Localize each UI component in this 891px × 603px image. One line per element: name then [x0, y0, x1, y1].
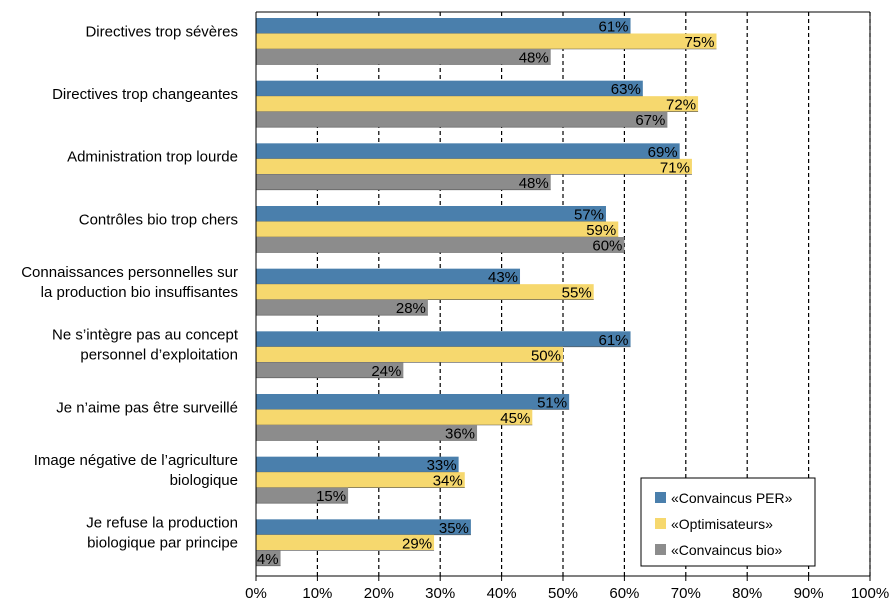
data-label: 61%: [599, 19, 629, 36]
data-label: 71%: [660, 159, 690, 176]
bar: [256, 158, 692, 175]
x-tick-label: 50%: [548, 585, 578, 602]
x-tick-label: 0%: [245, 585, 267, 602]
bar: [256, 33, 717, 49]
bar: [256, 550, 281, 566]
legend-label: «Optimisateurs»: [671, 516, 773, 532]
bar: [256, 409, 533, 425]
data-label: 48%: [519, 175, 549, 192]
data-label: 67%: [635, 112, 665, 129]
data-label: 60%: [592, 238, 622, 255]
x-tick-label: 90%: [794, 585, 824, 602]
x-tick-label: 70%: [671, 585, 701, 602]
data-label: 50%: [531, 347, 561, 364]
bar: [256, 472, 465, 488]
bar: [256, 456, 459, 473]
data-label: 57%: [574, 207, 604, 224]
data-label: 33%: [427, 457, 457, 474]
data-label: 69%: [648, 144, 678, 161]
category-label: Administration trop lourde: [67, 149, 238, 166]
bar: [256, 362, 404, 378]
data-label: 45%: [500, 410, 530, 427]
bar: [256, 331, 631, 347]
legend-label: «Convaincus PER»: [671, 490, 793, 506]
bar: [256, 268, 521, 285]
data-label: 15%: [316, 488, 346, 505]
legend-swatch: [655, 544, 666, 555]
legend: «Convaincus PER» «Optimisateurs» «Convainc…: [640, 477, 816, 567]
x-tick-label: 10%: [302, 585, 332, 602]
category-label: Ne s’intègre pas au concept personnel d’e…: [52, 327, 239, 364]
axes: 0% 10% 20% 30% 40% 50% 60% 70% 80% 90% 100%: [245, 11, 889, 602]
x-tick-label: 80%: [732, 585, 762, 602]
bars: [256, 18, 717, 567]
data-label: 63%: [611, 81, 641, 98]
bar: [256, 534, 435, 551]
category-label: Image négative de l’agriculture biologiqu…: [34, 452, 238, 489]
bar: [256, 18, 631, 34]
data-label: 61%: [599, 332, 629, 349]
bar: [256, 80, 643, 97]
bar: [256, 487, 349, 504]
data-label: 35%: [439, 520, 469, 537]
bar: [256, 49, 551, 65]
bar: [256, 425, 478, 441]
data-label: 75%: [684, 34, 714, 51]
bar: [256, 519, 471, 535]
labels: 61% 75% 48% Directives trop sévères 63% 72%67…: [21, 19, 714, 568]
x-tick-label: 40%: [487, 585, 517, 602]
legend-box: [640, 477, 816, 567]
data-label: 43%: [488, 269, 518, 286]
bar: [256, 206, 606, 222]
data-label: 29%: [402, 535, 432, 552]
legend-swatch: [655, 518, 666, 529]
x-tick-label: 20%: [364, 585, 394, 602]
category-label: Connaissances personnelles sur la product…: [21, 264, 238, 301]
bar: [256, 346, 563, 363]
bar: [256, 394, 570, 410]
data-label: 36%: [445, 426, 475, 443]
data-label: 51%: [537, 395, 567, 412]
data-label: 28%: [396, 300, 426, 317]
bar: [256, 143, 680, 159]
category-label: Je refuse la production biologique par pr…: [86, 515, 238, 552]
bar: [256, 284, 594, 300]
bar: [256, 174, 551, 190]
bar: [256, 237, 625, 253]
data-label: 24%: [371, 363, 401, 380]
data-label: 48%: [519, 50, 549, 67]
data-label: 55%: [562, 285, 592, 302]
category-label: Je n’aime pas être surveillé: [56, 399, 238, 416]
bar: [256, 111, 668, 128]
x-tick-label: 100%: [851, 585, 889, 602]
data-label: 72%: [666, 97, 696, 114]
bar: [256, 96, 699, 112]
data-label: 34%: [433, 473, 463, 490]
category-label: Directives trop changeantes: [52, 86, 238, 103]
x-tick-label: 30%: [425, 585, 455, 602]
data-label: 59%: [586, 222, 616, 239]
category-label: Directives trop sévères: [85, 23, 238, 40]
bar: [256, 221, 619, 237]
legend-swatch: [655, 492, 666, 503]
bar: [256, 299, 428, 316]
data-label: 4%: [257, 551, 279, 568]
x-tick-label: 60%: [609, 585, 639, 602]
legend-label: «Convaincus bio»: [671, 542, 783, 558]
category-label: Contrôles bio trop chers: [79, 211, 238, 228]
